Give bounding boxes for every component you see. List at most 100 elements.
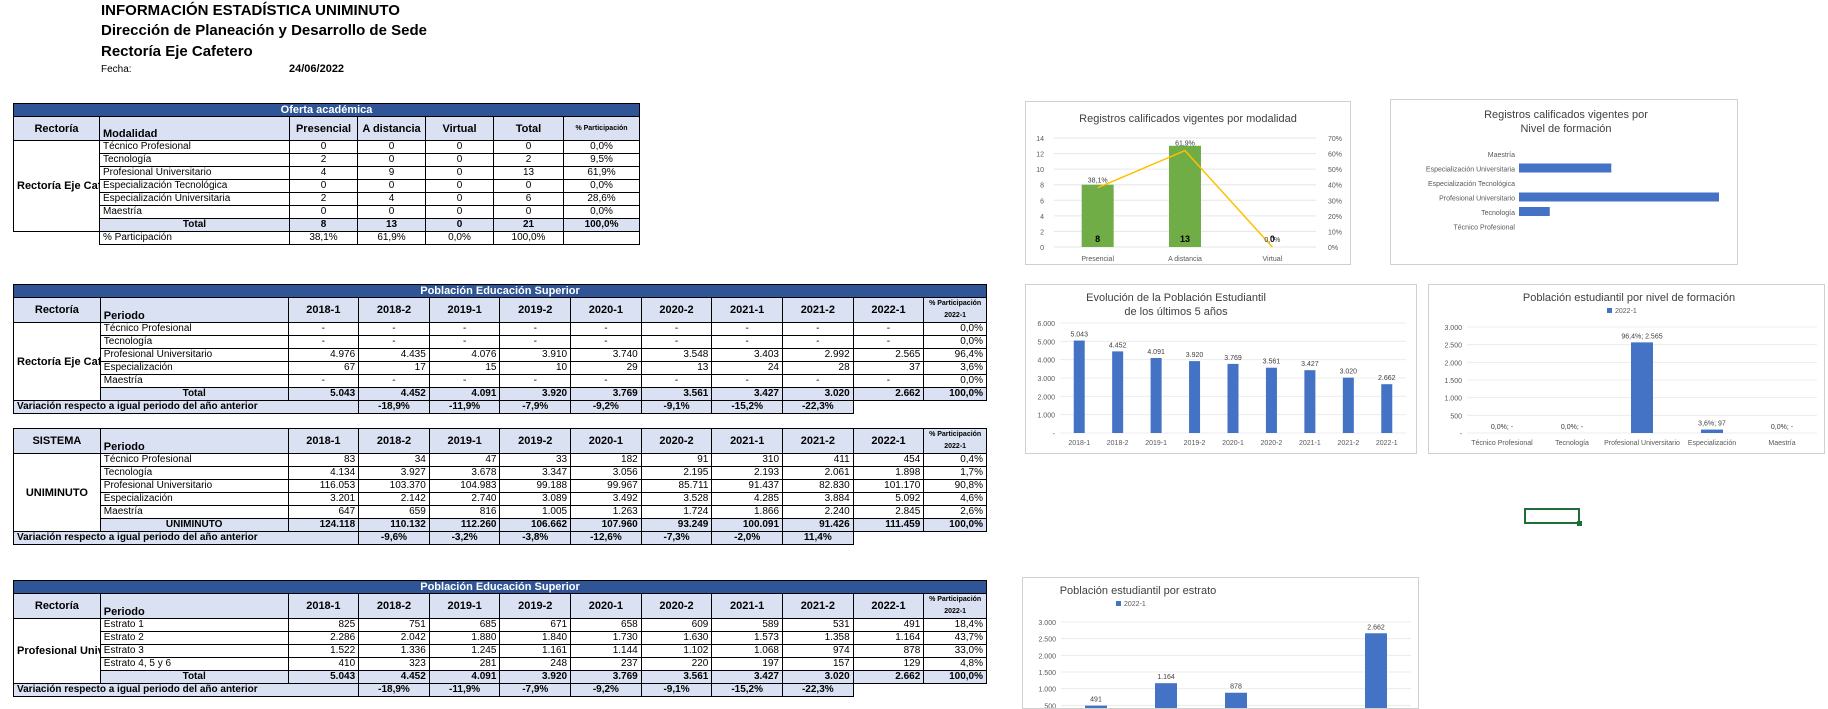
total-label[interactable]: UNIMINUTO [99,518,289,532]
total-cell[interactable]: 3.020 [782,670,854,684]
col-header[interactable]: 2019-1 [428,297,501,323]
variation-cell[interactable]: -7,9% [499,400,572,414]
row-label[interactable]: % Participación [99,231,290,245]
table-cell[interactable]: 99.967 [570,479,642,493]
table-cell[interactable]: 85.711 [640,479,713,493]
table-cell[interactable]: 28 [782,361,854,375]
table-cell[interactable]: 609 [640,618,713,632]
table-cell[interactable]: 2 [493,153,564,167]
total-cell[interactable]: 3.769 [570,387,642,401]
table-cell[interactable]: - [782,335,854,349]
table-cell[interactable]: 4.076 [428,348,501,362]
total-cell[interactable]: 110.132 [358,518,430,532]
col-header[interactable]: 2018-1 [287,428,360,454]
table-cell[interactable]: 0 [425,205,494,219]
table-cell[interactable]: - [852,374,925,388]
table-cell[interactable]: 0 [493,179,564,193]
variation-cell[interactable]: -3,8% [499,531,572,545]
table-cell[interactable]: - [852,322,925,336]
table-cell[interactable]: 0,0% [425,231,494,245]
col-header[interactable]: 2021-2 [782,593,854,619]
table-cell[interactable]: 411 [782,453,854,467]
col-header[interactable]: 2021-2 [782,297,854,323]
table-cell[interactable]: 4 [357,192,426,206]
variation-cell[interactable]: -12,6% [570,531,642,545]
total-cell[interactable]: 3.427 [711,670,783,684]
table-cell[interactable]: 1.068 [711,644,783,658]
table-cell[interactable]: 33,0% [923,644,987,658]
table-cell[interactable]: - [711,322,783,336]
table-cell[interactable]: 2.845 [852,505,925,519]
table-cell[interactable]: 1.730 [570,631,642,645]
total-cell[interactable]: 100,0% [923,387,987,401]
table-cell[interactable]: 10 [499,361,572,375]
total-cell[interactable]: 107.960 [570,518,642,532]
total-cell[interactable]: 3.920 [499,387,572,401]
table-cell[interactable]: 17 [358,361,430,375]
col-header[interactable]: % Participación 2022-1 [923,593,987,619]
variation-cell[interactable]: -9,6% [358,531,430,545]
total-cell[interactable]: 106.662 [499,518,572,532]
col-header[interactable]: 2022-1 [852,593,925,619]
table-cell[interactable]: 33 [499,453,572,467]
table-cell[interactable]: 43,7% [923,631,987,645]
table-cell[interactable]: 0,0% [923,322,987,336]
table-cell[interactable]: 1.164 [852,631,925,645]
table-cell[interactable]: 531 [782,618,854,632]
table-cell[interactable]: 3.678 [428,466,501,480]
rectoria-cell[interactable]: Profesional Universitario [13,618,101,684]
table-cell[interactable]: 0,0% [923,374,987,388]
row-label[interactable]: Estrato 4, 5 y 6 [99,657,289,671]
table-cell[interactable]: 1.263 [570,505,642,519]
total-cell[interactable]: 100,0% [562,218,641,232]
table-cell[interactable]: 182 [570,453,642,467]
table-cell[interactable]: 685 [428,618,501,632]
col-header[interactable]: 2019-2 [499,593,572,619]
table-cell[interactable]: - [852,335,925,349]
table-cell[interactable]: 0 [425,140,494,154]
table-cell[interactable]: 96,4% [923,348,987,362]
variation-cell[interactable]: -18,9% [358,683,430,697]
table-cell[interactable]: 0,4% [923,453,987,467]
table-cell[interactable]: - [782,322,854,336]
total-cell[interactable]: 3.561 [640,670,713,684]
table-cell[interactable]: 0 [357,153,426,167]
table-cell[interactable]: 816 [428,505,501,519]
table-cell[interactable]: 91 [640,453,713,467]
variation-cell[interactable]: -11,9% [428,400,501,414]
col-header[interactable]: Periodo [99,593,289,619]
col-header[interactable]: 2020-2 [640,593,713,619]
chart-modalidad[interactable]: Registros calificados vigentes por modal… [1025,101,1351,265]
table-cell[interactable]: 3.910 [499,348,572,362]
table-cell[interactable]: - [428,374,501,388]
table-cell[interactable]: 2.240 [782,505,854,519]
row-label[interactable]: Técnico Profesional [99,453,289,467]
col-header[interactable]: 2019-1 [428,593,501,619]
table-cell[interactable]: 237 [570,657,642,671]
table-cell[interactable]: 4,8% [923,657,987,671]
col-header[interactable]: Periodo [99,297,289,323]
row-label[interactable]: Maestría [99,374,289,388]
total-cell[interactable]: 91.426 [782,518,854,532]
total-cell[interactable]: 3.920 [499,670,572,684]
col-header[interactable]: Periodo [99,428,289,454]
table-cell[interactable]: 90,8% [923,479,987,493]
table-cell[interactable]: 454 [852,453,925,467]
table-cell[interactable]: 1.724 [640,505,713,519]
variation-cell[interactable]: -15,2% [711,683,783,697]
table-cell[interactable]: 1.358 [782,631,854,645]
table-cell[interactable]: 0 [493,140,564,154]
table-cell[interactable]: 1.102 [640,644,713,658]
table-cell[interactable]: 99.188 [499,479,572,493]
col-header[interactable]: 2019-2 [499,428,572,454]
col-header[interactable]: 2018-1 [287,593,360,619]
table-cell[interactable]: 100,0% [493,231,564,245]
table-cell[interactable]: - [711,374,783,388]
table-cell[interactable]: - [570,335,642,349]
row-label[interactable]: Maestría [99,505,289,519]
col-header[interactable]: 2018-2 [358,428,430,454]
table-cell[interactable]: 0 [289,179,358,193]
table-cell[interactable]: 310 [711,453,784,467]
table-cell[interactable]: 281 [428,657,501,671]
table-cell[interactable]: 0,0% [923,335,987,349]
